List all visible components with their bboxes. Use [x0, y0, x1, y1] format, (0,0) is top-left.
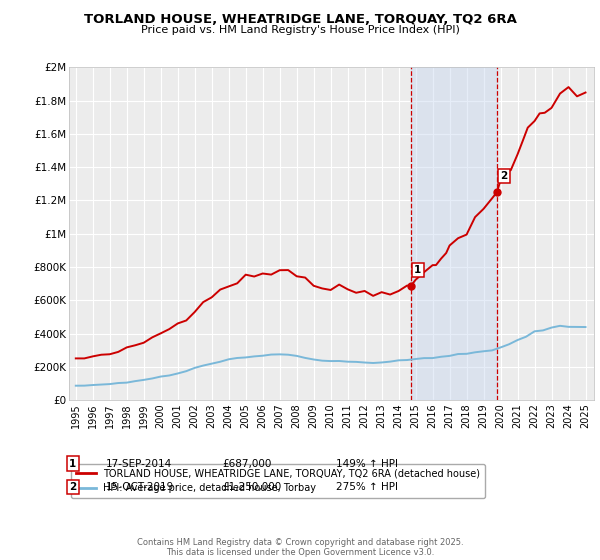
Legend: TORLAND HOUSE, WHEATRIDGE LANE, TORQUAY, TQ2 6RA (detached house), HPI: Average : TORLAND HOUSE, WHEATRIDGE LANE, TORQUAY,…	[71, 464, 485, 498]
Text: 2: 2	[500, 171, 508, 181]
Text: 2: 2	[69, 482, 76, 492]
Text: 1: 1	[414, 265, 421, 274]
Text: Price paid vs. HM Land Registry's House Price Index (HPI): Price paid vs. HM Land Registry's House …	[140, 25, 460, 35]
Text: Contains HM Land Registry data © Crown copyright and database right 2025.
This d: Contains HM Land Registry data © Crown c…	[137, 538, 463, 557]
Text: 149% ↑ HPI: 149% ↑ HPI	[336, 459, 398, 469]
Bar	[411, 67, 497, 400]
Text: 1: 1	[69, 459, 76, 469]
Text: 275% ↑ HPI: 275% ↑ HPI	[336, 482, 398, 492]
Text: £687,000: £687,000	[222, 459, 271, 469]
Text: TORLAND HOUSE, WHEATRIDGE LANE, TORQUAY, TQ2 6RA: TORLAND HOUSE, WHEATRIDGE LANE, TORQUAY,…	[83, 13, 517, 26]
Text: 15-OCT-2019: 15-OCT-2019	[106, 482, 175, 492]
Text: £1,250,000: £1,250,000	[222, 482, 281, 492]
Text: 17-SEP-2014: 17-SEP-2014	[106, 459, 172, 469]
